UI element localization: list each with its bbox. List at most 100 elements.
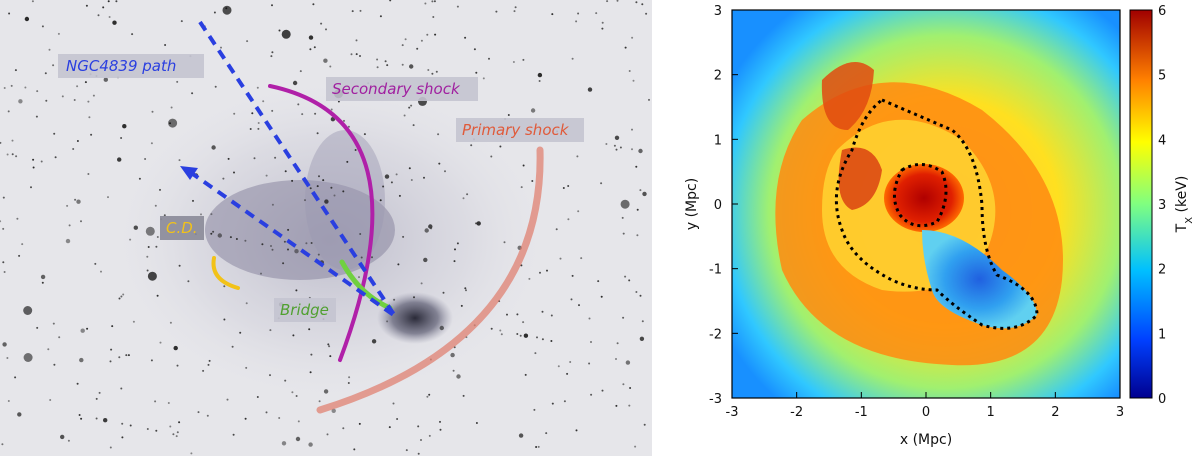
star xyxy=(621,216,624,219)
star xyxy=(109,446,112,449)
star xyxy=(76,140,79,142)
star xyxy=(1,443,4,446)
star xyxy=(536,336,538,339)
star xyxy=(271,51,274,54)
star xyxy=(294,249,299,254)
star xyxy=(401,63,404,66)
star xyxy=(202,369,205,372)
star xyxy=(379,15,382,18)
star xyxy=(269,374,271,377)
star xyxy=(431,72,434,75)
star xyxy=(155,245,158,248)
star xyxy=(222,5,232,15)
star xyxy=(3,87,6,89)
star xyxy=(170,106,173,109)
star xyxy=(283,240,286,243)
star xyxy=(464,36,467,39)
star xyxy=(420,39,423,42)
star xyxy=(18,254,21,257)
star xyxy=(232,433,235,436)
star xyxy=(95,417,98,420)
star xyxy=(150,142,153,145)
star xyxy=(84,81,87,84)
star xyxy=(499,145,502,148)
star xyxy=(475,71,478,74)
star xyxy=(133,225,138,230)
star xyxy=(428,434,431,437)
star xyxy=(456,374,461,379)
star xyxy=(522,164,525,167)
star xyxy=(291,391,294,394)
star xyxy=(342,190,345,193)
star xyxy=(539,271,541,274)
star xyxy=(41,25,44,28)
star xyxy=(40,160,43,163)
star xyxy=(308,442,313,447)
star xyxy=(613,144,616,147)
star xyxy=(49,399,52,401)
star xyxy=(413,296,415,299)
star xyxy=(103,77,109,82)
colorbar-tick-label: 4 xyxy=(1158,133,1166,148)
star xyxy=(159,188,161,191)
star xyxy=(316,132,319,135)
star xyxy=(423,176,425,179)
star xyxy=(271,203,274,206)
star xyxy=(476,221,481,226)
star xyxy=(389,0,392,2)
star xyxy=(379,199,382,202)
star xyxy=(327,343,330,346)
star xyxy=(571,274,574,277)
star xyxy=(292,334,295,337)
star xyxy=(68,224,71,227)
star xyxy=(590,393,593,396)
star xyxy=(110,348,113,351)
colorbar-tick-label: 1 xyxy=(1158,327,1166,342)
star xyxy=(159,341,162,344)
colorbar-label: TX (keV) xyxy=(1174,176,1195,234)
star xyxy=(245,302,248,305)
star xyxy=(54,156,57,159)
star xyxy=(155,429,158,432)
star xyxy=(112,20,117,25)
star xyxy=(2,196,5,199)
star xyxy=(318,175,320,178)
primary-shock-arc xyxy=(316,146,544,414)
star xyxy=(10,84,13,87)
star xyxy=(624,275,627,278)
star xyxy=(513,10,516,13)
star xyxy=(324,199,329,204)
star xyxy=(147,246,150,248)
star xyxy=(291,179,294,182)
star xyxy=(278,29,281,32)
star xyxy=(408,106,411,109)
star xyxy=(74,198,77,201)
temperature-map xyxy=(732,10,1120,398)
star xyxy=(577,12,580,15)
star xyxy=(127,354,130,357)
star xyxy=(420,282,423,285)
star xyxy=(470,144,473,147)
star xyxy=(519,334,522,337)
star xyxy=(249,128,252,130)
star xyxy=(507,114,510,116)
star xyxy=(36,90,39,93)
star xyxy=(601,389,604,392)
star xyxy=(490,155,493,158)
star xyxy=(430,227,433,230)
star xyxy=(433,0,436,3)
y-tick-label: 1 xyxy=(714,133,722,148)
star xyxy=(23,353,33,362)
star xyxy=(551,13,554,16)
star xyxy=(358,276,360,279)
star xyxy=(146,428,149,430)
star xyxy=(570,298,573,301)
colorbar-tick-label: 5 xyxy=(1158,69,1166,84)
star xyxy=(648,98,650,101)
star xyxy=(187,280,190,283)
star xyxy=(246,40,249,43)
star xyxy=(287,228,290,231)
secondary-shock-arc xyxy=(268,84,375,362)
star xyxy=(615,358,617,360)
bridge-label: Bridge xyxy=(280,301,329,319)
